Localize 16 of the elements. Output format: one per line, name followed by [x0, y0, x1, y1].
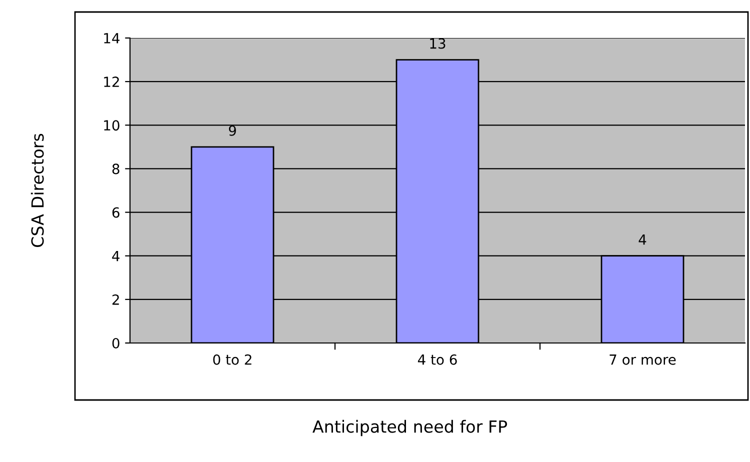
- y-tick-label: 10: [104, 120, 120, 131]
- y-tick-label: 0: [112, 338, 120, 348]
- x-tick-label: 0 to 2: [213, 354, 252, 365]
- x-tick-label: 4 to 6: [418, 354, 457, 365]
- y-axis-title: CSA Directors: [30, 134, 44, 247]
- x-axis-title: Anticipated need for FP: [312, 420, 508, 436]
- y-tick-label: 8: [112, 164, 120, 174]
- y-tick-label: 2: [112, 294, 119, 305]
- x-tick-label: 7 or more: [610, 354, 676, 365]
- y-tick-label: 4: [112, 251, 120, 262]
- data-label: 4: [638, 234, 646, 245]
- y-tick-label: 14: [104, 33, 120, 44]
- data-label: 9: [228, 125, 236, 136]
- y-tick-label: 6: [112, 207, 120, 218]
- data-label: 13: [430, 38, 446, 49]
- y-tick-label: 12: [104, 76, 119, 87]
